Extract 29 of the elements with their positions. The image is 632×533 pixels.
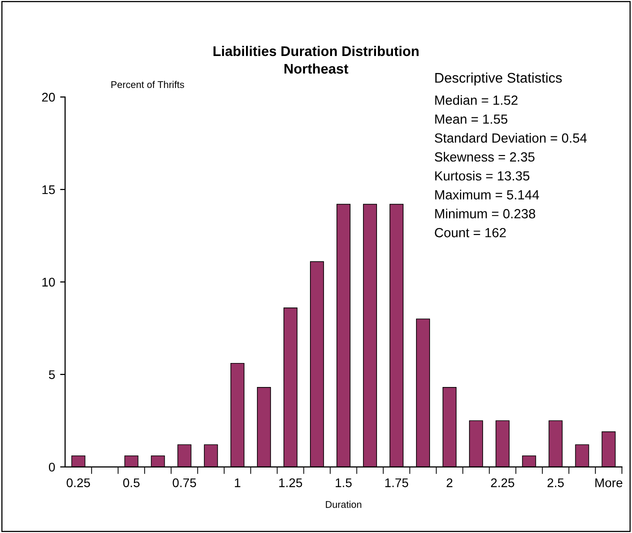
annotation: Standard Deviation = 0.54 bbox=[434, 133, 587, 143]
annotation: Skewness = 2.35 bbox=[434, 152, 534, 162]
y-tick-label: 10 bbox=[42, 278, 55, 287]
chart-subtitle: Northeast bbox=[284, 63, 348, 74]
x-tick-label: 2.5 bbox=[548, 478, 564, 488]
chart-title: Liabilities Duration Distribution bbox=[214, 46, 419, 56]
text: Descriptive Statistics bbox=[435, 72, 562, 86]
x-axis-title: Duration bbox=[326, 500, 362, 508]
y-tick-label: 15 bbox=[42, 185, 55, 194]
annotation: Count = 162 bbox=[434, 228, 506, 238]
x-tick-label: 1.25 bbox=[279, 478, 302, 488]
annotation: Maximum = 5.144 bbox=[435, 190, 540, 200]
x-tick-label: 1.75 bbox=[385, 478, 408, 488]
annotation: Mean = 1.55 bbox=[435, 114, 508, 124]
x-tick-label: 1.5 bbox=[336, 478, 352, 488]
x-tick-label: 0.75 bbox=[172, 478, 196, 488]
annotation: Minimum = 0.238 bbox=[435, 208, 536, 218]
y-tick-label: 0 bbox=[48, 462, 55, 472]
x-tick-label: 1 bbox=[234, 478, 240, 488]
x-tick-label: More bbox=[595, 478, 622, 488]
y-axis-title: Percent of Thrifts bbox=[111, 80, 184, 88]
annotation: Median = 1.52 bbox=[435, 95, 518, 105]
annotation: Kurtosis = 13.35 bbox=[435, 170, 530, 181]
x-tick-label: 2.25 bbox=[491, 478, 514, 488]
x-tick-label: 0.25 bbox=[66, 478, 90, 488]
y-tick-label: 5 bbox=[48, 370, 55, 380]
x-tick-label: 0.5 bbox=[123, 478, 140, 488]
y-tick-label: 20 bbox=[42, 92, 55, 102]
x-tick-label: 2 bbox=[446, 478, 452, 488]
